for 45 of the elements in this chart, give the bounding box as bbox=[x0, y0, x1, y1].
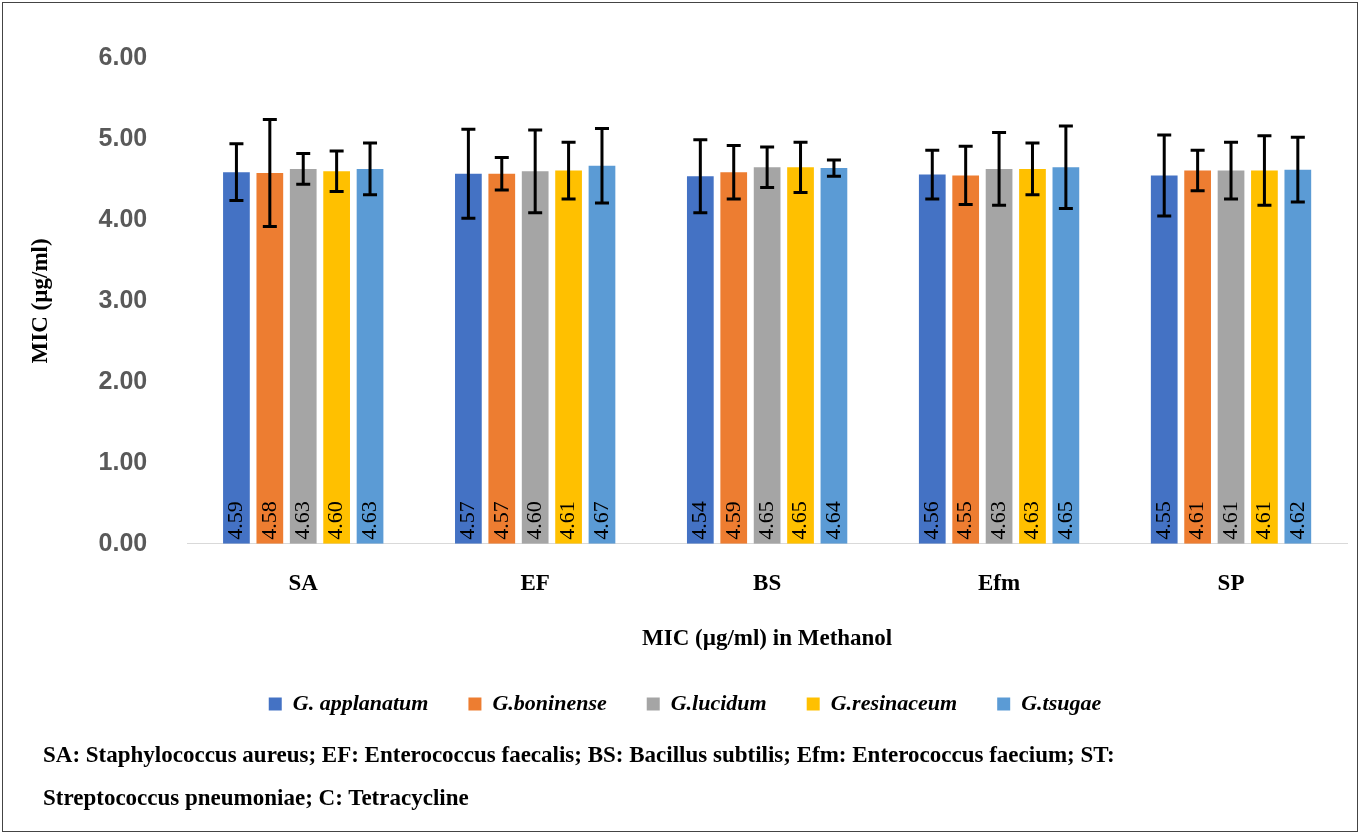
data-label: 4.62 bbox=[1283, 501, 1309, 540]
data-label: 4.63 bbox=[355, 501, 381, 540]
legend-label: G.tsugae bbox=[1021, 689, 1102, 715]
data-label: 4.65 bbox=[752, 501, 778, 540]
legend-label: G. applanatum bbox=[292, 689, 429, 715]
data-label: 4.55 bbox=[1150, 501, 1176, 540]
y-tick-label: 6.00 bbox=[98, 41, 148, 70]
data-label: 4.54 bbox=[686, 501, 712, 540]
x-axis-title: MIC (µg/ml) in Methanol bbox=[642, 625, 893, 651]
data-label: 4.58 bbox=[255, 501, 281, 540]
data-label: 4.55 bbox=[951, 501, 977, 540]
data-label: 4.61 bbox=[1216, 501, 1242, 540]
data-label: 4.63 bbox=[289, 501, 315, 540]
data-label: 4.63 bbox=[984, 501, 1010, 540]
legend-label: G.lucidum bbox=[670, 689, 767, 715]
x-tick-label: SA bbox=[288, 569, 319, 595]
data-label: 4.59 bbox=[222, 501, 248, 540]
x-tick-label: EF bbox=[520, 569, 550, 595]
data-label: 4.56 bbox=[918, 501, 944, 540]
data-label: 4.57 bbox=[487, 501, 513, 540]
data-label: 4.65 bbox=[1051, 501, 1077, 540]
legend-label: G.boninense bbox=[492, 689, 607, 715]
x-tick-label: BS bbox=[753, 569, 782, 595]
x-tick-label: SP bbox=[1217, 569, 1245, 595]
data-label: 4.61 bbox=[1183, 501, 1209, 540]
data-label: 4.61 bbox=[554, 501, 580, 540]
y-tick-label: 1.00 bbox=[98, 446, 148, 475]
x-tick-label: Efm bbox=[977, 569, 1021, 595]
data-label: 4.59 bbox=[719, 501, 745, 540]
data-label: 4.64 bbox=[819, 501, 845, 540]
y-axis-title: MIC (µg/ml) bbox=[26, 238, 52, 364]
y-tick-label: 3.00 bbox=[98, 284, 148, 313]
data-label: 4.60 bbox=[322, 501, 348, 540]
data-label: 4.65 bbox=[786, 501, 812, 540]
y-tick-label: 5.00 bbox=[98, 122, 148, 151]
data-label: 4.61 bbox=[1250, 501, 1276, 540]
legend-label: G.resinaceum bbox=[830, 689, 958, 715]
y-tick-label: 0.00 bbox=[98, 527, 148, 556]
y-tick-label: 4.00 bbox=[98, 203, 148, 232]
data-label: 4.63 bbox=[1018, 501, 1044, 540]
data-label: 4.67 bbox=[587, 501, 613, 540]
y-tick-label: 2.00 bbox=[98, 365, 148, 394]
text: SA: Staphylococcus aureus; EF: Enterococcus faecalis; BS: Bacillus subtilis; Efm: Enterococcus faecium; ST: Streptococcus pneumoniae; C: Tetracycline bbox=[43, 741, 1116, 812]
data-label: 4.60 bbox=[520, 501, 546, 540]
data-label: 4.57 bbox=[454, 501, 480, 540]
